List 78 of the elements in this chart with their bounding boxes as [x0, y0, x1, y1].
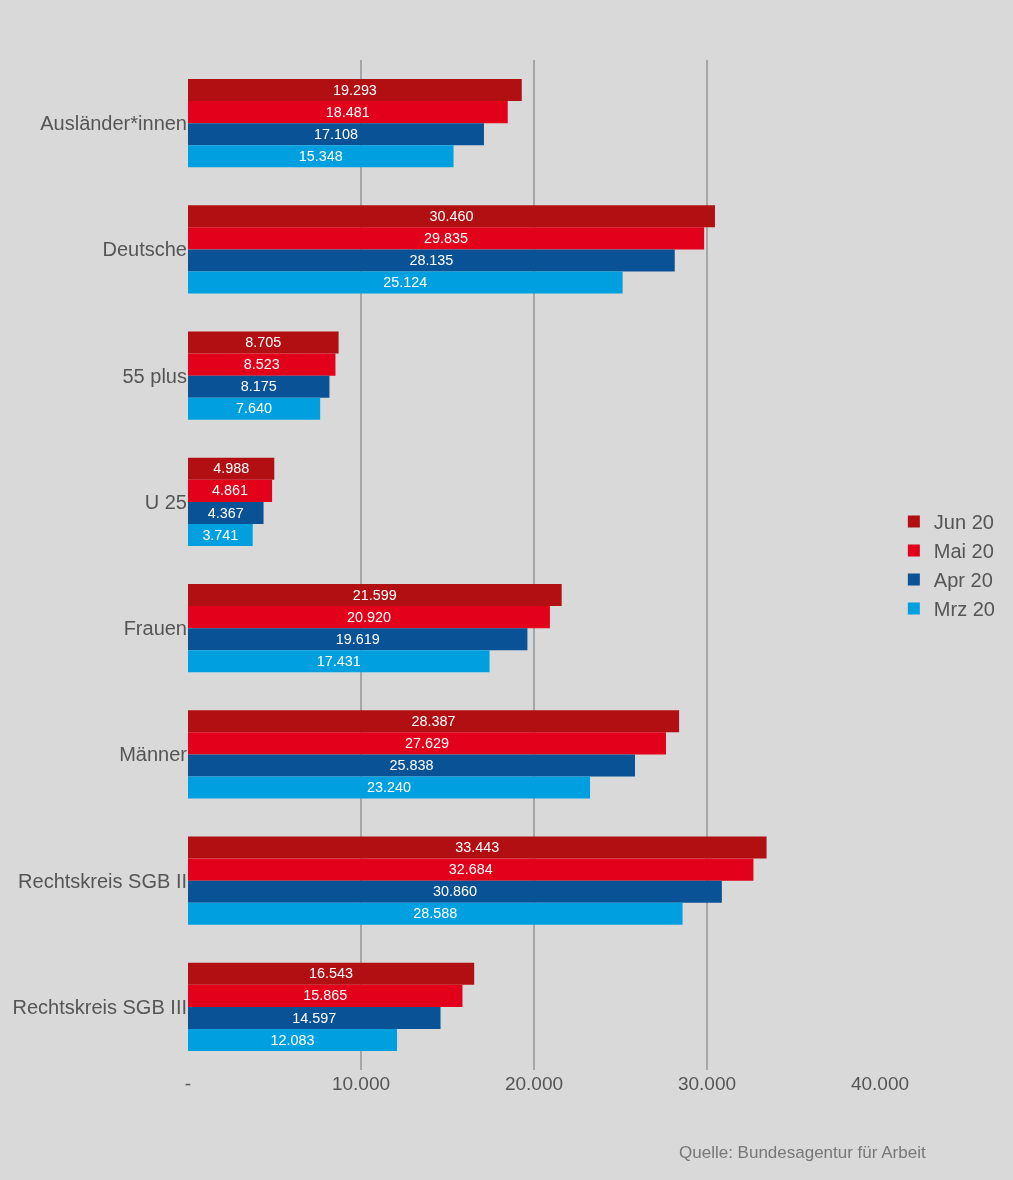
data-label: 27.629 — [404, 734, 449, 751]
y-tick-label: Ausländer*innen — [40, 112, 187, 135]
bar — [188, 205, 715, 228]
data-label: 15.348 — [298, 147, 343, 164]
bar — [188, 858, 754, 881]
data-label: 4.988 — [213, 460, 250, 477]
bar — [188, 836, 767, 859]
bar — [188, 902, 683, 925]
y-tick-label: Deutsche — [102, 238, 187, 261]
data-label: 30.460 — [429, 207, 474, 224]
y-tick-label: Rechtskreis SGB II — [18, 869, 187, 892]
bar — [188, 710, 680, 733]
data-label: 17.108 — [314, 125, 358, 142]
bar — [188, 628, 528, 651]
bar — [188, 962, 475, 985]
data-label: 19.293 — [332, 81, 377, 98]
data-label: 28.387 — [411, 712, 456, 729]
data-label: 14.597 — [292, 1009, 337, 1026]
data-label: 30.860 — [432, 883, 477, 900]
bar — [188, 101, 508, 124]
bar — [188, 145, 454, 168]
data-label: 12.083 — [270, 1031, 315, 1048]
legend-label: Jun 20 — [933, 511, 994, 534]
data-label: 18.481 — [325, 103, 370, 120]
legend-label: Mai 20 — [933, 540, 994, 563]
data-label: 8.523 — [243, 356, 280, 373]
bar — [188, 123, 484, 146]
data-label: 21.599 — [352, 586, 397, 603]
bar — [188, 650, 490, 673]
bar — [188, 271, 623, 294]
y-tick-label: Rechtskreis SGB III — [12, 995, 187, 1018]
data-label: 8.705 — [245, 334, 282, 351]
data-label: 15.865 — [303, 987, 348, 1004]
y-tick-label: Männer — [119, 743, 188, 766]
bar — [188, 249, 675, 272]
source-note: Quelle: Bundesagentur für Arbeit — [679, 1143, 926, 1162]
data-label: 4.367 — [207, 504, 244, 521]
data-label: 23.240 — [367, 779, 412, 796]
bar — [188, 353, 336, 376]
data-label: 28.588 — [413, 905, 458, 922]
data-label: 17.431 — [316, 652, 361, 669]
bar — [188, 583, 562, 607]
x-tick-label: 30.000 — [677, 1073, 737, 1094]
y-tick-label: 55 plus — [122, 364, 187, 387]
data-label: 4.861 — [212, 482, 249, 499]
bar — [188, 880, 722, 903]
bar — [188, 754, 635, 777]
data-label: 25.838 — [389, 757, 434, 774]
data-label: 8.175 — [240, 378, 277, 395]
y-tick-label: Frauen — [123, 617, 187, 640]
data-label: 20.920 — [346, 608, 391, 625]
data-label: 25.124 — [383, 274, 428, 291]
bar — [188, 375, 330, 398]
data-label: 32.684 — [448, 861, 493, 878]
data-label: 7.640 — [236, 400, 273, 417]
bar — [188, 227, 705, 250]
y-tick-label: U 25 — [144, 490, 187, 513]
legend-label: Mrz 20 — [933, 598, 995, 621]
bar — [188, 732, 666, 755]
legend-label: Apr 20 — [933, 569, 993, 592]
data-label: 19.619 — [335, 630, 380, 647]
bar — [188, 984, 463, 1007]
bar — [188, 606, 550, 629]
bar — [188, 78, 522, 102]
data-label: 29.835 — [424, 229, 469, 246]
data-label: 28.135 — [409, 252, 454, 269]
bar — [188, 1006, 441, 1029]
bar — [188, 1028, 398, 1052]
bar — [188, 397, 321, 420]
data-label: 16.543 — [309, 965, 354, 982]
data-label: 33.443 — [455, 839, 500, 856]
data-label: 3.741 — [202, 526, 239, 543]
bar — [188, 331, 339, 354]
x-tick-label: 10.000 — [331, 1073, 391, 1094]
bar — [188, 776, 591, 799]
x-tick-label: 40.000 — [850, 1073, 910, 1094]
x-tick-label: 20.000 — [504, 1073, 564, 1094]
x-tick-label: - — [184, 1073, 192, 1094]
